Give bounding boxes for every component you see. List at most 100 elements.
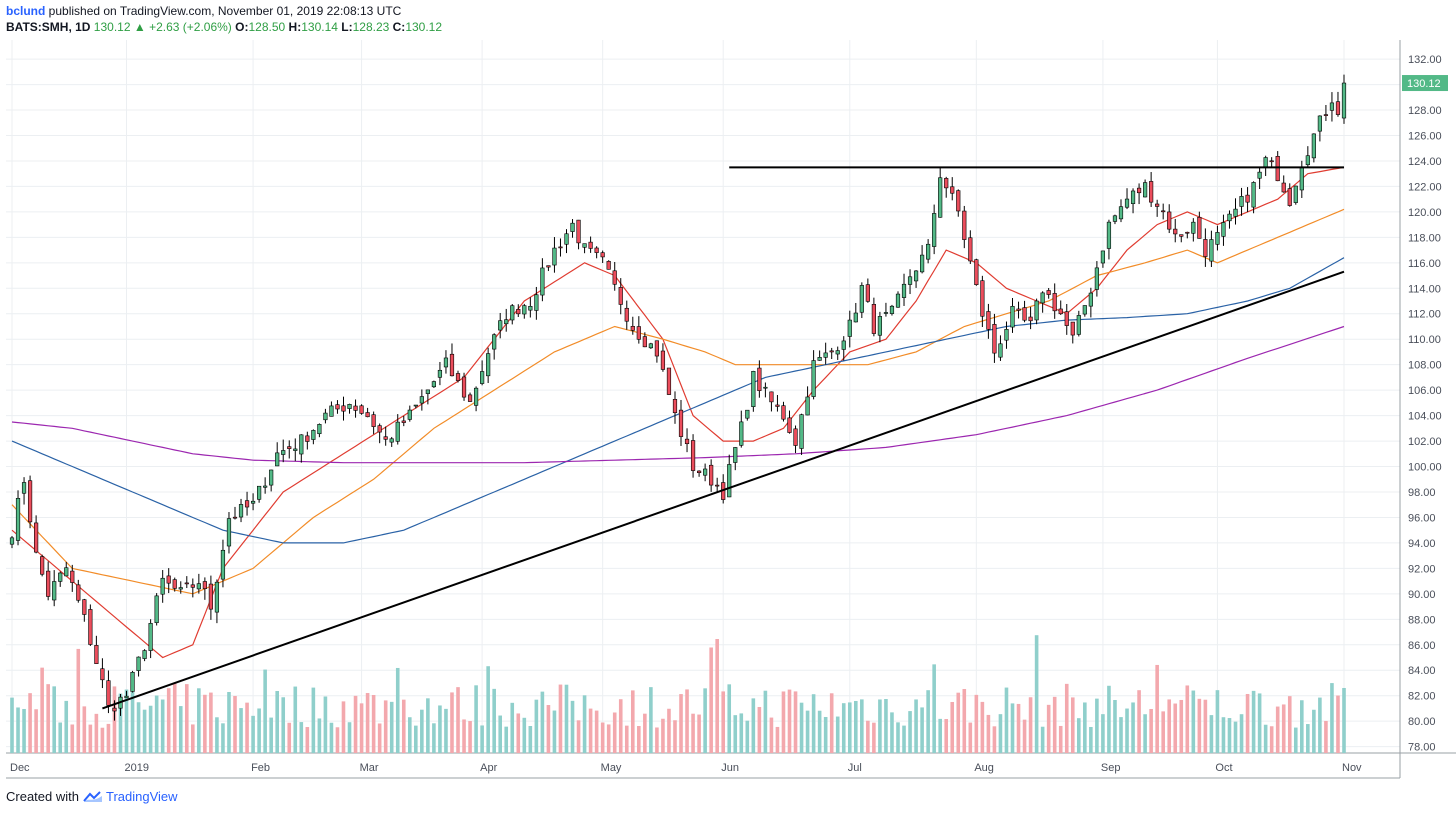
volume-bar (534, 699, 539, 753)
candle-body (100, 668, 105, 681)
price-change: +2.63 (+2.06%) (149, 20, 232, 34)
candle-body (932, 213, 937, 247)
volume-bar (745, 720, 750, 753)
candle-body (40, 556, 45, 575)
volume-bar (480, 725, 484, 753)
y-tick-label: 102.00 (1408, 436, 1442, 448)
volume-bar (1257, 693, 1262, 753)
candle-body (709, 464, 714, 486)
candle-body (76, 584, 81, 601)
candle-body (962, 210, 967, 240)
candle-body (226, 518, 232, 547)
volume-bar (1318, 697, 1322, 753)
x-tick-label: Oct (1215, 762, 1232, 774)
volume-bar (1275, 706, 1280, 753)
close-value: 130.12 (405, 20, 443, 34)
candle-body (1088, 292, 1093, 307)
candle-body (829, 350, 834, 353)
volume-bar (787, 689, 792, 753)
volume-bar (299, 722, 304, 753)
volume-bar (1028, 697, 1033, 753)
candle-body (293, 448, 298, 451)
candle-body (1281, 182, 1286, 193)
volume-bar (793, 691, 798, 753)
candle-body (811, 360, 816, 397)
candle-body (938, 177, 943, 218)
volume-bar (10, 697, 14, 753)
plot-area (6, 40, 1400, 753)
candle-body (1028, 316, 1033, 322)
volume-bar (938, 718, 942, 753)
moving-average-line (11, 208, 1345, 595)
volume-bar (504, 726, 509, 753)
volume-bar (1330, 683, 1334, 753)
candle-body (94, 645, 99, 664)
volume-bar (1016, 703, 1021, 753)
volume-bar (854, 700, 858, 753)
candle-body (660, 350, 666, 370)
candle-body (1143, 182, 1148, 198)
candle-body (522, 305, 527, 315)
volume-bar (227, 691, 231, 753)
candle-body (190, 584, 195, 588)
candle-body (745, 409, 750, 419)
volume-bar (1179, 699, 1184, 753)
candle-body (1227, 213, 1232, 222)
volume-bar (1221, 717, 1226, 753)
volume-bar (40, 667, 44, 753)
volume-bar (986, 714, 991, 753)
candle-body (1046, 290, 1051, 295)
candle-body (407, 409, 412, 420)
y-tick-label: 100.00 (1408, 462, 1442, 474)
candle-body (208, 583, 213, 610)
candle-body (1257, 171, 1262, 179)
volume-bar (799, 702, 804, 753)
volume-bar (389, 701, 394, 753)
author-link[interactable]: bclund (6, 4, 46, 18)
candle-body (690, 440, 696, 471)
volume-bar (847, 702, 852, 753)
volume-bar (293, 686, 298, 753)
candle-body (1149, 181, 1154, 203)
candle-body (1191, 221, 1196, 234)
volume-bar (835, 716, 840, 753)
y-tick-label: 78.00 (1408, 742, 1436, 754)
volume-bar (407, 717, 412, 753)
volume-bar (727, 684, 732, 753)
volume-bar (335, 727, 340, 753)
candle-body (1311, 133, 1316, 159)
candle-body (21, 482, 27, 494)
volume-bar (275, 691, 279, 753)
volume-bar (1064, 683, 1069, 753)
volume-bar (359, 703, 364, 753)
volume-bar (281, 697, 286, 753)
volume-bar (353, 695, 358, 753)
candle-body (371, 414, 376, 427)
volume-bar (468, 721, 472, 753)
candle-body (624, 307, 629, 322)
candle-body (166, 575, 171, 584)
volume-bar (383, 700, 388, 753)
open-value: 128.50 (248, 20, 286, 34)
candle-body (666, 367, 672, 395)
candle-body (443, 357, 449, 368)
candle-body (636, 326, 641, 340)
symbol-label[interactable]: BATS:SMH, 1D (6, 20, 91, 34)
candle-body (1263, 157, 1268, 168)
volume-bar (962, 688, 967, 753)
candle-body (112, 707, 117, 712)
candle-body (781, 405, 786, 420)
volume-bar (763, 690, 768, 753)
tradingview-link[interactable]: TradingView (106, 789, 178, 804)
candle-body (817, 357, 822, 361)
candle-body (449, 353, 455, 377)
volume-bar (528, 726, 533, 753)
volume-bar (1137, 690, 1141, 753)
candle-body (642, 336, 647, 348)
volume-bar (1227, 718, 1232, 753)
candle-body (52, 581, 57, 601)
volume-bar (1209, 715, 1214, 753)
candle-body (859, 285, 864, 313)
candle-body (1167, 211, 1172, 230)
